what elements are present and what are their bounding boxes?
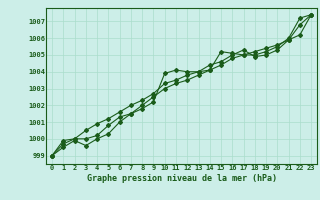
X-axis label: Graphe pression niveau de la mer (hPa): Graphe pression niveau de la mer (hPa) bbox=[87, 174, 276, 183]
